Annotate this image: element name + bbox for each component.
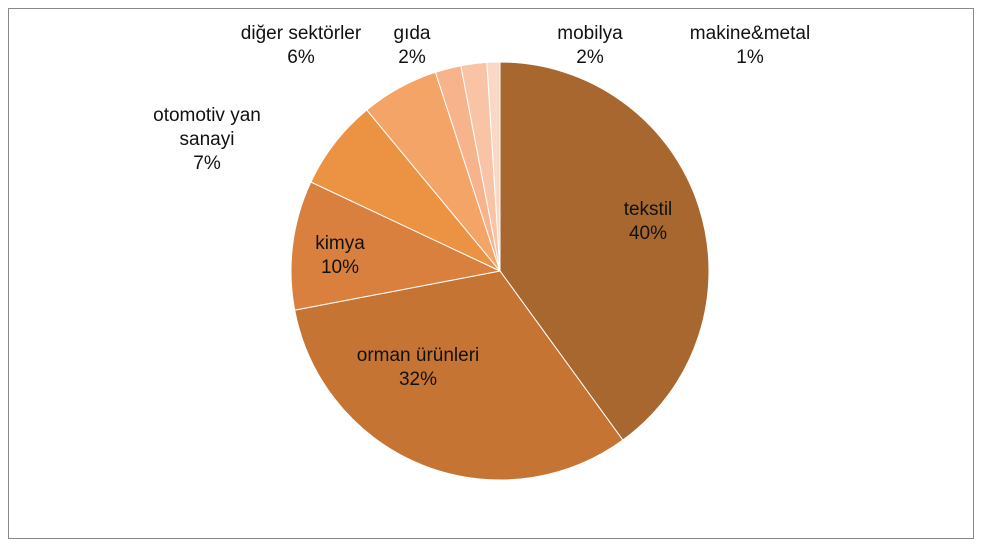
category-name: otomotiv yan sanayi — [153, 105, 261, 150]
category-name: gıda — [393, 23, 431, 44]
value-label: 32% — [398, 369, 438, 390]
slice-label: kimya 10% — [315, 232, 365, 280]
category-name: diğer sektörler — [240, 23, 362, 44]
value-label: 40% — [628, 223, 668, 244]
category-name: makine&metal — [689, 23, 811, 44]
value-label: 7% — [193, 153, 221, 174]
slice-label: makine&metal 1% — [690, 22, 810, 70]
category-name: mobilya — [557, 23, 623, 44]
pie-slice — [499, 61, 710, 441]
value-label: 1% — [736, 47, 764, 68]
chart-frame — [8, 8, 974, 539]
pie-slice — [290, 181, 502, 311]
slice-label: otomotiv yan sanayi 7% — [147, 104, 267, 176]
category-name: tekstil — [623, 199, 673, 220]
slice-label: diğer sektörler 6% — [241, 22, 361, 70]
category-name: kimya — [315, 233, 365, 254]
category-name: orman ürünleri — [356, 345, 480, 366]
pie-slice — [294, 270, 624, 481]
value-label: 10% — [320, 257, 360, 278]
slice-label: tekstil 40% — [624, 198, 673, 246]
pie-slice — [486, 61, 501, 272]
value-label: 6% — [287, 47, 315, 68]
slice-label: mobilya 2% — [557, 22, 622, 70]
value-label: 2% — [398, 47, 426, 68]
slice-label: orman ürünleri 32% — [357, 344, 480, 392]
value-label: 2% — [576, 47, 604, 68]
slice-label: gıda 2% — [394, 22, 431, 70]
